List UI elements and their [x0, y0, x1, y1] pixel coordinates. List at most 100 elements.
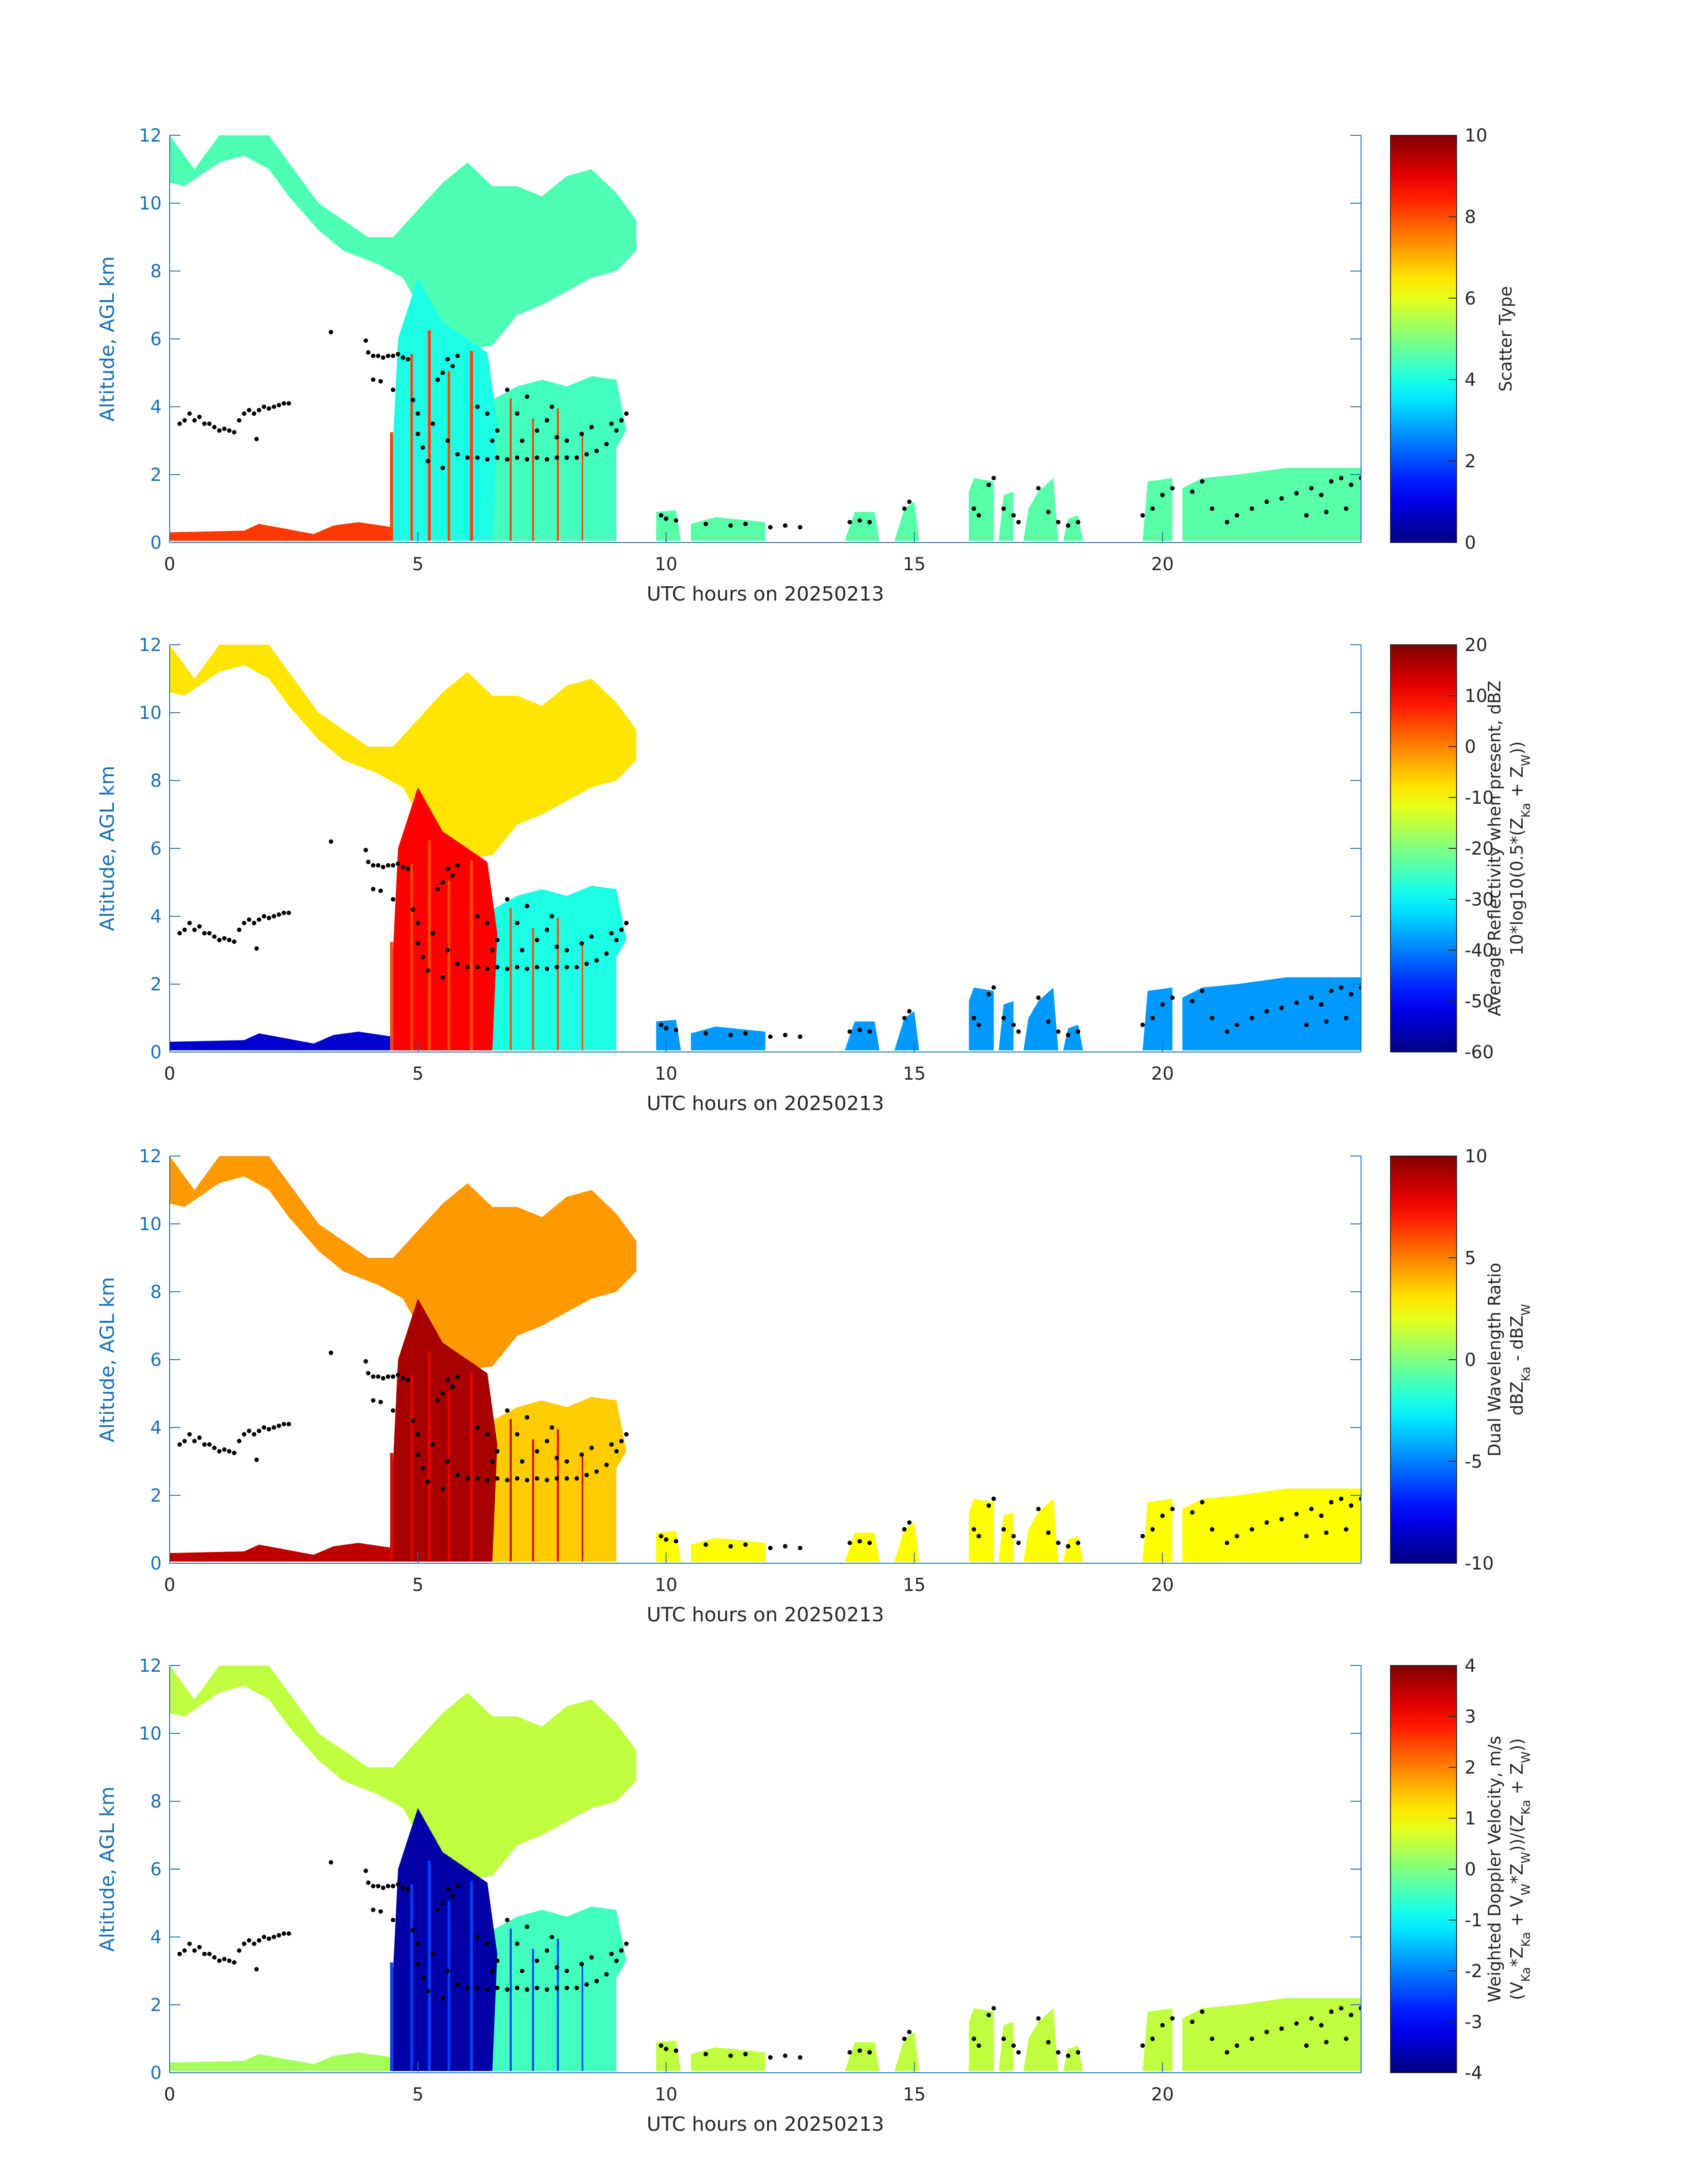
echo-shallow-cell: [656, 510, 681, 541]
colorbar-tick-label: -30: [1465, 889, 1494, 910]
cloud-base-dot: [257, 917, 262, 922]
y-tick-label: 2: [150, 1995, 162, 2016]
cloud-base-dot: [549, 1935, 554, 1939]
cloud-base-dot: [405, 1378, 410, 1382]
cloud-base-dot: [515, 965, 520, 969]
cloud-base-dot: [440, 1995, 445, 2000]
cloud-base-dot: [520, 948, 525, 952]
cloud-base-dot: [242, 1941, 246, 1946]
cloud-base-dot: [435, 887, 440, 892]
cloud-base-dot: [1235, 1534, 1240, 1539]
echo-upper-cloud: [170, 1666, 636, 1879]
echo-shallow-cell: [969, 1499, 994, 1562]
cloud-base-dot: [475, 405, 480, 409]
cloud-base-dot: [564, 1476, 569, 1481]
echo-shallow-cell: [844, 2042, 880, 2071]
echo-shaft-streak: [509, 398, 512, 541]
cloud-base-dot: [977, 1023, 981, 1027]
echo-shallow-cell: [1182, 977, 1361, 1051]
echo-shallow-cell: [969, 2008, 994, 2071]
cloud-base-dot: [1016, 520, 1021, 525]
cloud-base-dot: [371, 1884, 376, 1888]
cloud-base-dot: [525, 457, 530, 462]
echo-shaft-streak: [447, 881, 451, 1051]
cloud-base-dot: [415, 1962, 420, 1966]
cloud-base-dot: [847, 1029, 852, 1034]
cloud-base-dot: [376, 863, 380, 868]
colorbar-tick-label: 10: [1465, 1146, 1487, 1167]
cloud-base-dot: [455, 1982, 460, 1987]
echo-shaft-streak: [447, 1392, 451, 1562]
cloud-base-dot: [197, 924, 202, 929]
cloud-base-dot: [182, 927, 187, 932]
cloud-base-dot: [991, 2006, 996, 2011]
cloud-base-dot: [1224, 1029, 1229, 1034]
cloud-base-dot: [401, 864, 405, 869]
cloud-base-dot: [465, 455, 470, 460]
cloud-base-dot: [267, 1936, 271, 1941]
cloud-base-dot: [366, 1880, 371, 1885]
cloud-base-dot: [445, 357, 450, 362]
colorbar: -4 -3 -2 -1 0 1 2 3 4 Weighted Doppler Velocity, …: [1390, 1656, 1533, 2083]
cloud-base-dot: [246, 1938, 251, 1943]
cloud-base-dot: [371, 887, 376, 892]
cloud-base-dot: [535, 1449, 539, 1454]
x-tick-label: 20: [1151, 2084, 1174, 2105]
cloud-base-dot: [1036, 486, 1041, 491]
x-tick-label: 15: [903, 554, 926, 575]
colorbar-gradient: [1390, 1156, 1457, 1564]
cloud-base-dot: [363, 338, 368, 343]
cloud-base-dot: [455, 863, 460, 868]
cloud-base-dot: [329, 839, 334, 844]
cloud-base-dot: [986, 1503, 991, 1508]
cloud-base-dot: [267, 915, 271, 920]
cloud-base-dot: [505, 966, 509, 971]
cloud-base-dot: [991, 985, 996, 990]
cloud-base-dot: [232, 1960, 237, 1965]
y-axis-label: Altitude, AGL km: [96, 1277, 119, 1442]
x-tick-label: 20: [1151, 1064, 1174, 1084]
x-tick-label: 0: [164, 2084, 175, 2105]
cloud-base-dot: [490, 438, 495, 443]
cloud-base-dot: [1076, 520, 1081, 525]
cloud-base-dot: [1349, 482, 1353, 487]
cloud-base-dot: [555, 1965, 560, 1970]
y-tick-label: 0: [150, 1042, 162, 1063]
echo-surface-layer: [170, 2052, 393, 2071]
cloud-base-dot: [1264, 499, 1269, 504]
cloud-base-dot: [1309, 486, 1314, 491]
y-tick-label: 12: [139, 1656, 162, 1676]
cloud-base-dot: [391, 1408, 396, 1413]
cloud-base-dot: [485, 1987, 490, 1992]
echo-shallow-cell: [691, 517, 765, 541]
x-tick-label: 10: [655, 2084, 677, 2105]
cloud-base-dot: [1344, 2037, 1349, 2041]
echo-shallow-cell: [1182, 468, 1361, 541]
cloud-base-dot: [217, 1449, 222, 1454]
cloud-base-dot: [544, 1987, 549, 1992]
cloud-base-dot: [281, 401, 286, 406]
echo-shaft-streak: [557, 1429, 559, 1562]
cloud-base-dot: [659, 2043, 664, 2048]
cloud-base-dot: [798, 1034, 802, 1039]
cloud-base-dot: [450, 1384, 455, 1389]
echo-lower-cloud: [477, 1906, 626, 2071]
cloud-base-dot: [262, 1935, 267, 1939]
echo-shallow-cell: [691, 1538, 765, 1562]
cloud-base-dot: [182, 1439, 187, 1444]
cloud-base-dot: [594, 1469, 599, 1474]
echo-shallow-cell: [1142, 1499, 1173, 1562]
cloud-base-dot: [535, 428, 539, 433]
cloud-base-dot: [1249, 1527, 1254, 1532]
cloud-base-dot: [1016, 1540, 1021, 1545]
cloud-base-dot: [1339, 985, 1344, 990]
cloud-base-dot: [262, 1425, 267, 1430]
cloud-base-dot: [574, 965, 579, 969]
cloud-base-dot: [222, 936, 227, 941]
cloud-base-dot: [584, 1982, 589, 1987]
cloud-base-dot: [574, 1476, 579, 1481]
cloud-base-dot: [1200, 1500, 1205, 1505]
cloud-base-dot: [475, 965, 480, 969]
echo-shallow-cell: [1063, 1025, 1083, 1051]
cloud-base-dot: [1076, 1540, 1081, 1545]
